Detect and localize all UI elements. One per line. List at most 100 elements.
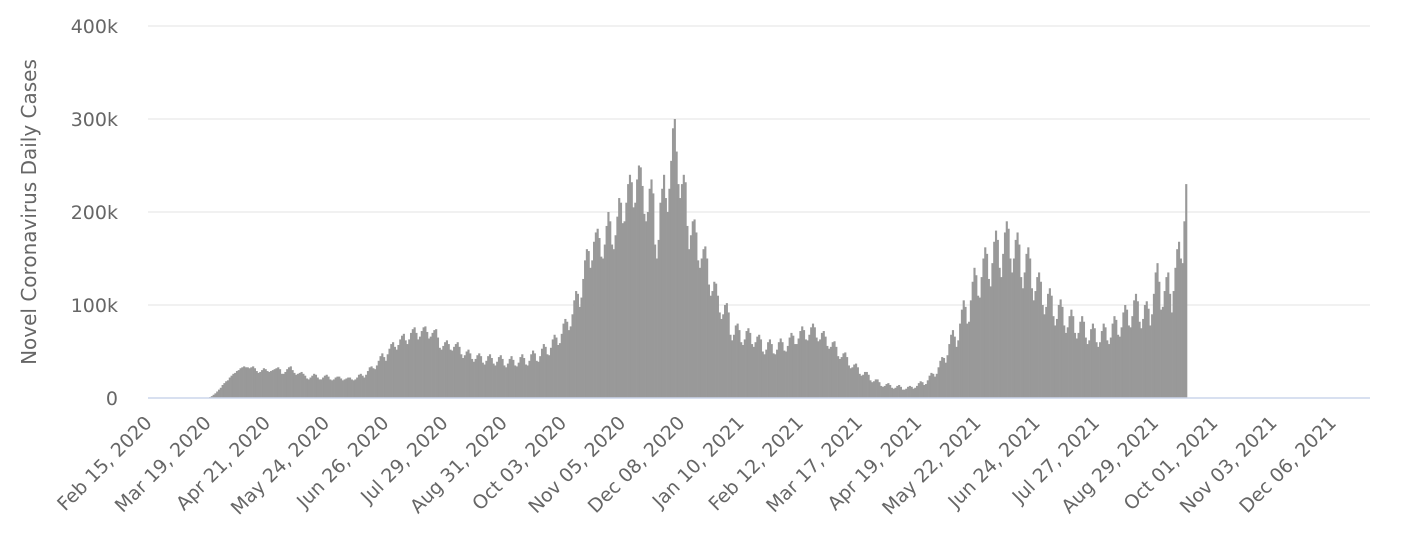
bar bbox=[526, 365, 529, 398]
bar bbox=[485, 360, 488, 398]
bar bbox=[298, 372, 301, 398]
bar bbox=[831, 342, 834, 398]
bar bbox=[659, 202, 662, 398]
bar bbox=[985, 253, 989, 398]
bar bbox=[1011, 272, 1014, 398]
bar bbox=[291, 370, 294, 398]
bar-series bbox=[209, 119, 1188, 399]
bar bbox=[418, 336, 422, 398]
bar bbox=[451, 350, 454, 398]
bar bbox=[697, 260, 700, 398]
bar bbox=[273, 369, 276, 398]
bar bbox=[654, 244, 657, 398]
bar bbox=[1145, 301, 1148, 398]
bar bbox=[571, 314, 574, 398]
bar bbox=[603, 244, 606, 398]
bar bbox=[725, 303, 728, 398]
bar bbox=[1167, 272, 1170, 398]
bar bbox=[1183, 221, 1186, 398]
bar bbox=[354, 379, 357, 398]
bar bbox=[756, 336, 759, 398]
bar bbox=[623, 221, 626, 398]
bar bbox=[991, 263, 994, 398]
bar bbox=[219, 387, 222, 398]
bar bbox=[345, 378, 348, 398]
bar bbox=[365, 374, 368, 398]
bar bbox=[932, 373, 935, 398]
bar bbox=[788, 337, 791, 398]
bar bbox=[1093, 328, 1096, 398]
bar bbox=[946, 355, 949, 398]
bar bbox=[524, 364, 527, 398]
bar bbox=[1151, 314, 1154, 398]
bar bbox=[546, 354, 549, 398]
bar bbox=[1122, 312, 1125, 398]
bar bbox=[338, 376, 341, 398]
bar bbox=[820, 332, 824, 398]
bar bbox=[332, 379, 335, 398]
bar bbox=[481, 362, 484, 398]
bar bbox=[797, 338, 800, 398]
bar bbox=[689, 235, 693, 398]
y-tick-label: 100k bbox=[71, 295, 118, 317]
bar bbox=[643, 213, 646, 398]
bar bbox=[411, 329, 414, 398]
bar bbox=[535, 360, 538, 398]
bar bbox=[471, 358, 474, 398]
bar bbox=[1131, 316, 1134, 398]
bar bbox=[1113, 316, 1116, 398]
bar bbox=[442, 345, 445, 398]
bar bbox=[1066, 327, 1069, 398]
bar bbox=[438, 347, 441, 398]
bar bbox=[634, 202, 637, 398]
bar bbox=[1129, 327, 1132, 398]
bar bbox=[609, 221, 612, 398]
bar bbox=[618, 198, 621, 398]
bar bbox=[587, 251, 590, 398]
bar bbox=[1072, 316, 1075, 398]
bar bbox=[1073, 332, 1077, 398]
bar bbox=[686, 225, 689, 398]
bar bbox=[1142, 318, 1145, 398]
bar bbox=[1029, 258, 1032, 398]
bar bbox=[657, 239, 660, 398]
bar bbox=[826, 345, 829, 398]
bar bbox=[752, 346, 755, 398]
bar bbox=[777, 342, 780, 398]
bar bbox=[668, 188, 671, 398]
y-tick-label: 0 bbox=[106, 388, 118, 410]
bar bbox=[822, 331, 825, 398]
bar bbox=[722, 314, 725, 398]
bar bbox=[483, 364, 486, 398]
bar bbox=[619, 202, 623, 398]
bar bbox=[837, 356, 840, 398]
bar bbox=[636, 179, 639, 398]
bar bbox=[763, 354, 766, 398]
bar bbox=[905, 388, 908, 398]
bar bbox=[715, 283, 718, 398]
bar bbox=[472, 361, 475, 398]
bar bbox=[817, 341, 820, 398]
bar bbox=[580, 297, 583, 398]
bar bbox=[217, 389, 221, 398]
bar bbox=[1016, 232, 1019, 398]
bar bbox=[397, 344, 400, 398]
bar bbox=[343, 379, 346, 398]
bar bbox=[1084, 337, 1087, 398]
bar bbox=[390, 344, 393, 398]
bar bbox=[368, 367, 371, 398]
bar bbox=[637, 165, 641, 398]
bar bbox=[1100, 331, 1103, 398]
bar bbox=[553, 334, 556, 398]
bar bbox=[239, 368, 242, 398]
bar bbox=[490, 358, 493, 398]
bar bbox=[1041, 305, 1044, 398]
bar bbox=[871, 382, 874, 398]
bar bbox=[928, 375, 931, 398]
bar bbox=[253, 368, 257, 398]
bar bbox=[894, 387, 897, 398]
bar bbox=[487, 356, 490, 398]
bar bbox=[532, 350, 535, 398]
bar bbox=[278, 369, 282, 398]
bar bbox=[244, 367, 248, 398]
